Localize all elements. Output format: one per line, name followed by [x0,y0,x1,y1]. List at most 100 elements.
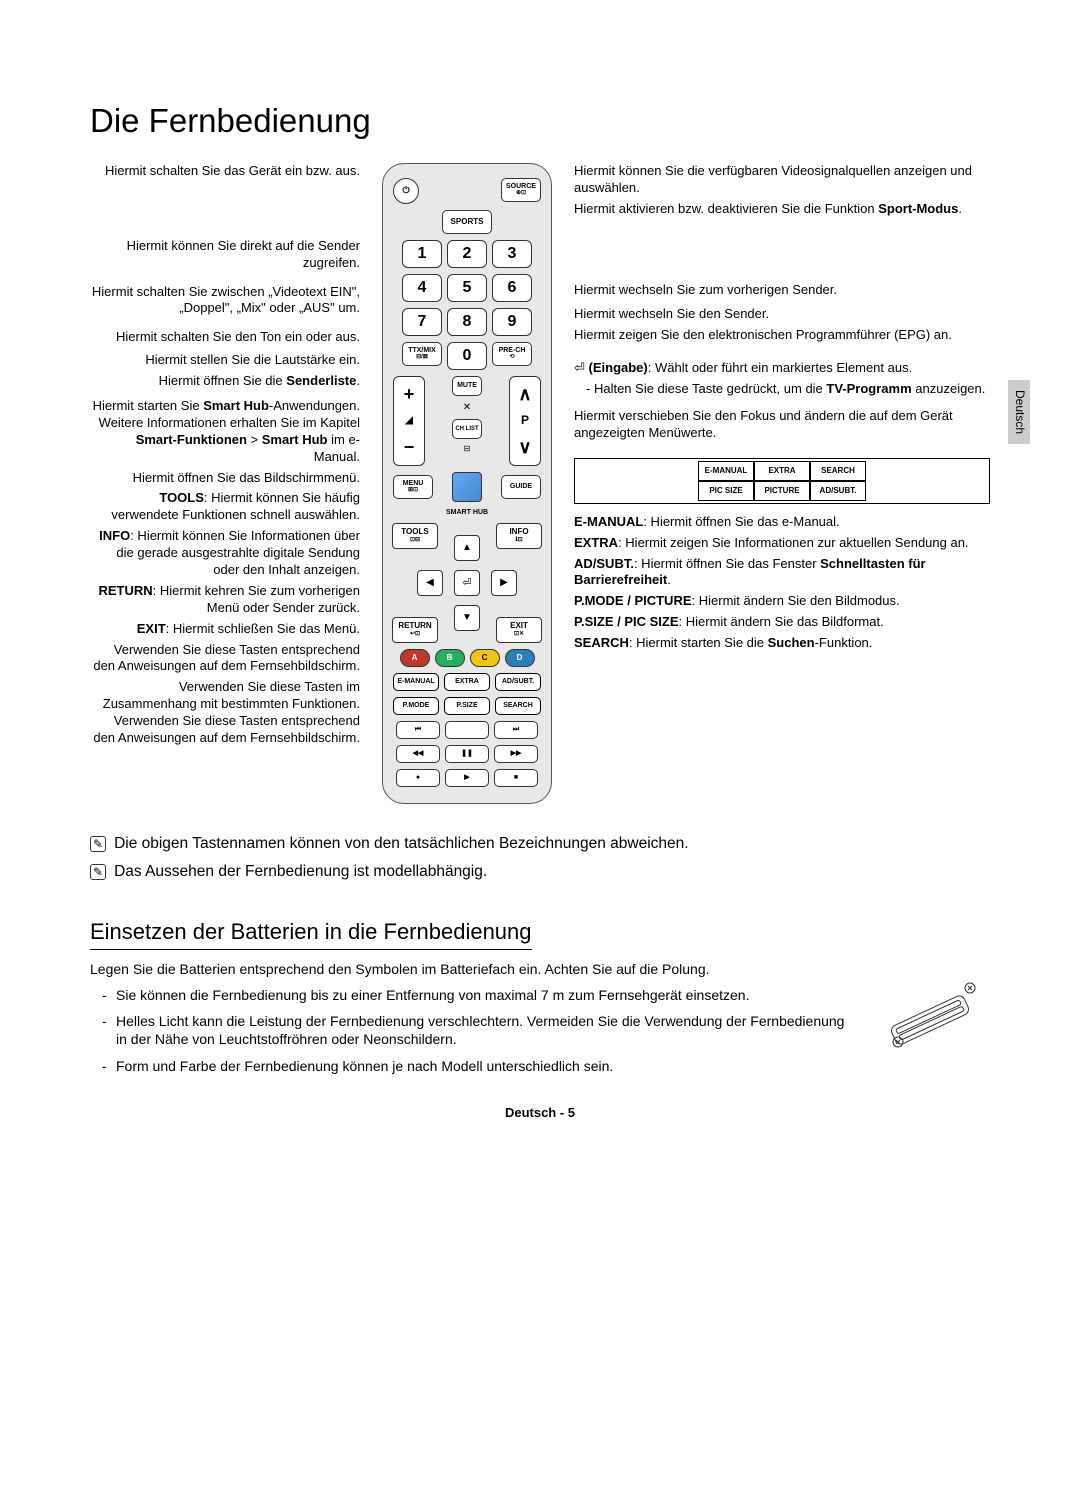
callout-transport: Verwenden Sie diese Tasten im Zusammenha… [90,679,360,747]
callout-menu: Hiermit öffnen Sie das Bildschirmmenü. [90,470,360,487]
callout-guide: Hiermit zeigen Sie den elektronischen Pr… [574,327,990,344]
cluster-search: SEARCH [810,461,866,481]
callout-adsubt: AD/SUBT.: Hiermit öffnen Sie das Fenster… [574,556,990,590]
battery-heading: Einsetzen der Batterien in die Fernbedie… [90,918,532,950]
callout-smarthub: Hiermit starten Sie Smart Hub-Anwendunge… [90,398,360,466]
play[interactable]: ▶ [445,769,489,787]
callout-info: INFO: Hiermit können Sie Informationen ü… [90,528,360,579]
callout-prech: Hiermit wechseln Sie zum vorherigen Send… [574,282,990,299]
prech-button[interactable]: PRE-CH⟲ [492,342,532,366]
num-1[interactable]: 1 [402,240,442,268]
num-7[interactable]: 7 [402,308,442,336]
page-footer: Deutsch - 5 [90,1105,990,1122]
callout-sports: Hiermit aktivieren bzw. deaktivieren Sie… [574,201,990,218]
color-d[interactable]: D [505,649,535,667]
page-title: Die Fernbedienung [90,100,990,143]
callout-numbers: Hiermit können Sie direkt auf die Sender… [90,238,360,272]
num-4[interactable]: 4 [402,274,442,302]
right-callouts: Hiermit können Sie die verfügbaren Video… [574,163,990,804]
callout-enter: ⏎ (Eingabe): Wählt oder führt ein markie… [574,360,990,398]
callout-source: Hiermit können Sie die verfügbaren Video… [574,163,990,197]
num-6[interactable]: 6 [492,274,532,302]
num-0[interactable]: 0 [447,342,487,370]
num-9[interactable]: 9 [492,308,532,336]
cluster-picture: PICTURE [754,481,810,501]
language-tab: Deutsch [1008,380,1030,444]
remote-column: ⏻ SOURCE⊕⊡ SPORTS 1 2 3 4 5 6 7 8 9 TTX/… [372,163,562,804]
num-2[interactable]: 2 [447,240,487,268]
psize-button[interactable]: P.SIZE [444,697,490,715]
sports-button[interactable]: SPORTS [442,210,492,234]
battery-intro: Legen Sie die Batterien entsprechend den… [90,960,852,978]
callout-tools: TOOLS: Hiermit können Sie häufig verwend… [90,490,360,524]
rewind[interactable]: ◀◀ [396,745,440,763]
color-a[interactable]: A [400,649,430,667]
battery-section: Einsetzen der Batterien in die Fernbedie… [90,918,990,1083]
callout-abcd: Verwenden Sie diese Tasten entsprechend … [90,642,360,676]
callout-search: SEARCH: Hiermit starten Sie die Suchen-F… [574,635,990,652]
transport-blank[interactable] [445,721,489,739]
color-b[interactable]: B [435,649,465,667]
ffwd[interactable]: ▶▶ [494,745,538,763]
arrow-right[interactable]: ▶ [491,570,517,596]
callout-extra: EXTRA: Hiermit zeigen Sie Informationen … [574,535,990,552]
num-8[interactable]: 8 [447,308,487,336]
remote-section: Hiermit schalten Sie das Gerät ein bzw. … [90,163,990,804]
cluster-emanual: E-MANUAL [698,461,754,481]
num-5[interactable]: 5 [447,274,487,302]
mute-button[interactable]: MUTE [452,376,482,396]
power-button[interactable]: ⏻ [393,178,419,204]
cluster-extra: EXTRA [754,461,810,481]
note-icon [90,862,106,882]
skip-fwd[interactable]: ⏭ [494,721,538,739]
note-2: Das Aussehen der Fernbedienung ist model… [90,862,990,882]
channel-rocker[interactable]: ∧P∨ [509,376,541,466]
smarthub-label: SMART HUB [446,508,488,517]
arrow-down[interactable]: ▼ [454,605,480,631]
dpad: TOOLS⊡⊟ INFOℹ⊡ RETURN↩⊡ EXIT⊡✕ ▲ ▼ ◀ ▶ ⏎ [392,523,542,643]
note-icon [90,834,106,854]
skip-back[interactable]: ⏮ [396,721,440,739]
chlist-button[interactable]: CH LIST [452,419,482,439]
volume-rocker[interactable]: +◢− [393,376,425,466]
callout-ttx: Hiermit schalten Sie zwischen „Videotext… [90,284,360,318]
extra-button[interactable]: EXTRA [444,673,490,691]
adsubt-button[interactable]: AD/SUBT. [495,673,541,691]
search-button[interactable]: SEARCH [495,697,541,715]
cluster-picsize: PIC SIZE [698,481,754,501]
emanual-button[interactable]: E-MANUAL [393,673,439,691]
arrow-left[interactable]: ◀ [417,570,443,596]
num-3[interactable]: 3 [492,240,532,268]
alt-button-cluster: E-MANUAL EXTRA SEARCH PIC SIZE PICTURE A… [574,458,990,504]
color-c[interactable]: C [470,649,500,667]
stop[interactable]: ■ [494,769,538,787]
callout-chlist: Hiermit öffnen Sie die Senderliste. [90,373,360,390]
callout-return: RETURN: Hiermit kehren Sie zum vorherige… [90,583,360,617]
enter-button[interactable]: ⏎ [454,570,480,596]
callout-psize: P.SIZE / PIC SIZE: Hiermit ändern Sie da… [574,614,990,631]
record[interactable]: ● [396,769,440,787]
callout-mute: Hiermit schalten Sie den Ton ein oder au… [90,329,360,346]
pmode-button[interactable]: P.MODE [393,697,439,715]
battery-li-2: Helles Licht kann die Leistung der Fernb… [102,1012,852,1048]
guide-button[interactable]: GUIDE [501,475,541,499]
callout-emanual: E-MANUAL: Hiermit öffnen Sie das e-Manua… [574,514,990,531]
remote: ⏻ SOURCE⊕⊡ SPORTS 1 2 3 4 5 6 7 8 9 TTX/… [382,163,552,804]
note-1: Die obigen Tastennamen können von den ta… [90,834,990,854]
arrow-up[interactable]: ▲ [454,535,480,561]
smarthub-button[interactable] [452,472,482,502]
ttx-button[interactable]: TTX/MIX⊟/⊠ [402,342,442,366]
battery-list: Sie können die Fernbedienung bis zu eine… [90,986,852,1075]
battery-diagram [870,960,990,1083]
menu-button[interactable]: MENU⊞⊡ [393,475,433,499]
battery-li-3: Form und Farbe der Fernbedienung können … [102,1057,852,1075]
pause[interactable]: ❚❚ [445,745,489,763]
callout-channel: Hiermit wechseln Sie den Sender. [574,306,990,323]
left-callouts: Hiermit schalten Sie das Gerät ein bzw. … [90,163,360,804]
source-button[interactable]: SOURCE⊕⊡ [501,178,541,202]
battery-li-1: Sie können die Fernbedienung bis zu eine… [102,986,852,1004]
callout-volume: Hiermit stellen Sie die Lautstärke ein. [90,352,360,369]
callout-arrows: Hiermit verschieben Sie den Fokus und än… [574,408,990,442]
callout-pmode: P.MODE / PICTURE: Hiermit ändern Sie den… [574,593,990,610]
cluster-adsubt: AD/SUBT. [810,481,866,501]
